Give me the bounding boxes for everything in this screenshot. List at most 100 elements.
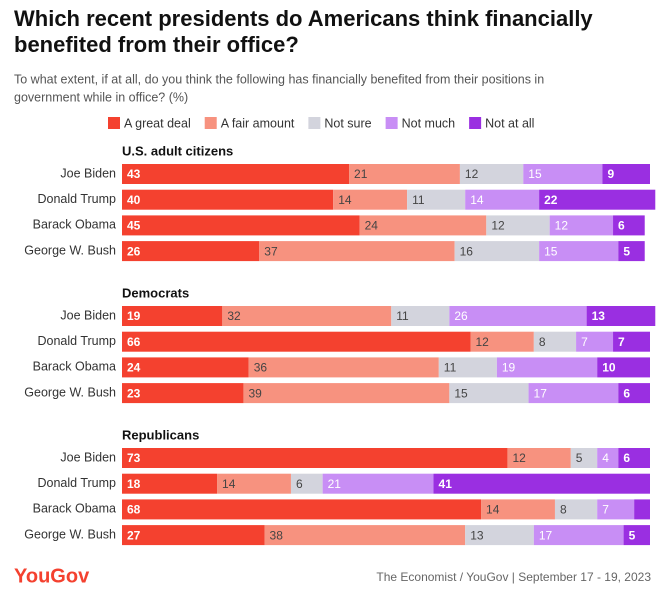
category-label: Donald Trump	[37, 192, 116, 206]
legend-swatch	[108, 117, 120, 129]
bar-segment	[618, 383, 650, 404]
bar-segment	[465, 189, 540, 210]
bar-segment	[449, 306, 587, 326]
bar-segment	[222, 306, 392, 326]
value-label: 14	[470, 193, 484, 207]
bar-segment	[618, 241, 645, 262]
subtitle: To what extent, if at all, do you think …	[14, 72, 544, 86]
bar-segment	[122, 215, 360, 236]
value-label: 5	[623, 244, 630, 258]
value-label: 12	[512, 451, 526, 465]
bar-segment	[248, 357, 439, 378]
subtitle: government while in office? (%)	[14, 90, 188, 104]
category-label: George W. Bush	[24, 527, 116, 541]
bar-segment	[359, 215, 487, 236]
value-label: 4	[602, 451, 609, 465]
value-label: 6	[623, 386, 630, 400]
category-label: Barack Obama	[33, 360, 116, 374]
value-label: 19	[502, 361, 516, 375]
chart-title: benefited from their office?	[14, 32, 299, 57]
value-label: 73	[127, 451, 141, 465]
value-label: 15	[544, 244, 558, 258]
value-label: 32	[227, 309, 241, 323]
category-label: Donald Trump	[37, 334, 116, 348]
bar-segment	[217, 473, 291, 494]
value-label: 5	[576, 451, 583, 465]
bar-segment	[264, 525, 466, 546]
bar-segment	[470, 331, 534, 352]
bar-segment	[349, 164, 460, 184]
bar-segment	[290, 473, 323, 494]
bar-segment	[122, 499, 482, 520]
legend-label: Not sure	[324, 116, 371, 130]
bar-segment	[602, 164, 650, 184]
value-label: 43	[127, 167, 141, 181]
value-label: 13	[470, 528, 484, 542]
value-label: 17	[534, 386, 548, 400]
bar-segment	[597, 448, 619, 468]
value-label: 66	[127, 335, 141, 349]
bar-segment	[576, 331, 614, 352]
value-label: 12	[555, 219, 569, 233]
value-label: 11	[396, 309, 409, 323]
bar-segment	[554, 499, 598, 520]
bar-segment	[407, 189, 466, 210]
value-label: 17	[539, 528, 553, 542]
value-label: 23	[127, 386, 141, 400]
value-label: 15	[454, 386, 468, 400]
legend-swatch	[204, 117, 217, 129]
bar-segment	[481, 499, 555, 520]
value-label: 11	[444, 361, 457, 375]
value-label: 8	[560, 503, 567, 517]
value-label: 12	[491, 219, 505, 233]
value-label: 8	[539, 335, 546, 349]
value-label: 6	[618, 219, 625, 233]
value-label: 15	[528, 167, 542, 181]
bar-segment	[122, 241, 260, 262]
value-label: 10	[602, 361, 616, 375]
bar-segment	[259, 241, 455, 262]
bar-segment	[570, 448, 598, 468]
value-label: 21	[354, 167, 368, 181]
value-label: 14	[222, 477, 236, 491]
legend-label: Not at all	[485, 116, 534, 130]
bar-segment	[122, 331, 471, 352]
value-label: 5	[629, 528, 636, 542]
bar-segment	[533, 525, 624, 546]
bar-segment	[122, 164, 350, 184]
value-label: 13	[592, 309, 606, 323]
bar-segment	[333, 189, 408, 210]
bar-segment	[122, 383, 244, 404]
value-label: 41	[439, 477, 453, 491]
value-label: 6	[296, 477, 303, 491]
legend-label: A fair amount	[221, 116, 295, 130]
value-label: 27	[127, 528, 141, 542]
value-label: 7	[618, 335, 625, 349]
value-label: 26	[127, 244, 141, 258]
bar-segment	[486, 215, 550, 236]
source: The Economist / YouGov | September 17 - …	[376, 570, 651, 584]
value-label: 24	[365, 219, 379, 233]
bar-segment	[433, 473, 650, 494]
category-label: Donald Trump	[37, 476, 116, 490]
category-label: Joe Biden	[60, 166, 116, 180]
bar-segment	[613, 331, 650, 352]
category-label: Barack Obama	[33, 218, 116, 232]
value-label: 14	[338, 193, 352, 207]
value-label: 39	[248, 386, 262, 400]
bar-segment	[122, 189, 334, 210]
bar-segment	[496, 357, 598, 378]
value-label: 68	[127, 503, 141, 517]
bar-segment	[122, 473, 218, 494]
bar-segment	[634, 499, 650, 520]
category-label: Joe Biden	[60, 450, 116, 464]
bar-segment	[618, 448, 650, 468]
category-label: George W. Bush	[24, 385, 116, 399]
panel-title: Democrats	[122, 285, 189, 300]
legend-swatch	[469, 117, 482, 129]
value-label: 26	[454, 309, 468, 323]
value-label: 6	[623, 451, 630, 465]
value-label: 22	[544, 193, 558, 207]
bar-segment	[597, 499, 635, 520]
